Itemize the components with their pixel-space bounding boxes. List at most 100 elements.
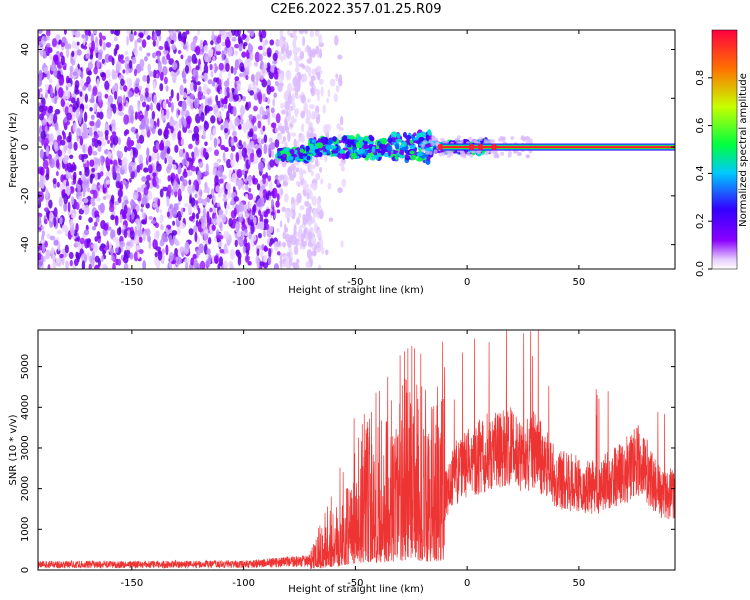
spectrogram-cell <box>310 236 317 245</box>
spectrogram-cell <box>302 153 308 157</box>
spectrogram-cell <box>204 171 210 176</box>
spectrogram-cell <box>94 102 99 109</box>
spectrogram-cell <box>303 102 308 113</box>
spectrogram-cell <box>123 228 128 239</box>
spectrogram-cell <box>267 256 272 266</box>
spectrogram-cell <box>289 60 293 66</box>
spectrogram-cell <box>204 121 209 130</box>
spectrogram-cell <box>207 236 212 245</box>
spectrogram-cell <box>298 225 303 231</box>
spectrogram-cell <box>104 80 110 91</box>
spectrogram-cell <box>161 109 164 117</box>
spectrogram-cell <box>131 56 137 64</box>
spectrogram-cell <box>212 127 217 137</box>
spectrogram-cell <box>252 125 258 132</box>
spectrogram-cell <box>49 53 53 61</box>
spectrogram-cell <box>211 30 215 40</box>
snr-series-line <box>38 330 675 570</box>
spectrogram-cell <box>273 92 277 98</box>
spectrogram-cell <box>415 140 422 145</box>
spectrogram-cell <box>192 36 198 44</box>
spectrogram-cell <box>296 217 300 225</box>
spectrogram-cell <box>130 126 137 133</box>
spectrogram-cell <box>311 110 315 120</box>
spectrogram-cell <box>44 125 48 135</box>
spectrogram-cell <box>315 45 320 55</box>
spectrogram-cell <box>340 240 344 248</box>
x-tick-label: -50 <box>347 277 363 288</box>
spectrogram-cell <box>204 141 208 146</box>
spectrogram-cell <box>284 227 289 233</box>
spectrogram-cell <box>196 204 200 211</box>
spectrogram-cell <box>167 163 173 170</box>
spectrogram-cell <box>152 81 156 91</box>
spectrogram-cell <box>184 241 189 250</box>
spectrogram-cell <box>279 30 284 38</box>
spectrogram-cell <box>39 166 45 176</box>
spectrogram-cell <box>193 125 199 135</box>
spectrogram-cell <box>223 120 229 131</box>
spectrogram-cell <box>233 67 237 76</box>
spectrogram-cell <box>38 105 44 113</box>
spectrogram-cell <box>311 68 317 75</box>
spectrogram-cell <box>277 147 283 152</box>
spectrogram-cell <box>207 186 210 195</box>
spectrogram-cell <box>132 147 139 158</box>
spectrogram-cell <box>295 59 300 69</box>
colorbar-label: Normalized spectral amplitude <box>738 73 749 227</box>
spectrogram-cell <box>288 234 293 243</box>
spectrogram-cell <box>60 42 65 47</box>
spectrogram-cell <box>249 214 254 220</box>
spectrogram-cell <box>438 152 443 157</box>
spectrogram-cell <box>158 45 164 51</box>
spectrogram-cell <box>257 232 263 239</box>
spectrogram-cell <box>262 125 266 132</box>
spectrogram-cell <box>167 155 174 165</box>
spectrogram-cell <box>97 95 102 103</box>
spectrogram-cell <box>526 154 531 159</box>
spectrogram-cell <box>418 136 425 142</box>
spectrogram-cell <box>59 217 63 225</box>
spectrogram-cell <box>45 88 48 100</box>
spectrogram-cell <box>70 97 76 104</box>
spectrogram-cell <box>305 233 308 244</box>
spectrogram-cell <box>66 112 72 121</box>
spectrogram-cell <box>198 189 203 196</box>
spectrogram-cell <box>187 89 191 95</box>
spectrogram-cell <box>56 229 63 235</box>
spectrogram-cell <box>286 116 290 122</box>
spectrogram-cell <box>131 211 135 220</box>
spectrogram-cell <box>221 42 226 47</box>
spectrogram-cell <box>203 232 208 241</box>
spectrogram-cell <box>63 30 67 35</box>
spectrogram-cell <box>144 56 148 62</box>
spectrogram-cell <box>239 212 242 218</box>
spectrogram-cell <box>65 260 69 269</box>
spectrogram-cell <box>271 188 275 199</box>
spectrogram-cell <box>234 59 240 70</box>
spectrogram-cell <box>245 66 250 73</box>
spectrogram-cell <box>222 197 228 202</box>
spectrogram-cell <box>346 141 354 145</box>
spectrogram-cell <box>150 219 157 225</box>
spectrogram-cell <box>64 244 69 254</box>
spectrogram-cell <box>69 65 74 72</box>
spectrogram-cell <box>306 146 310 152</box>
spectrogram-cell <box>102 263 108 269</box>
spectrogram-cell <box>97 52 103 61</box>
spectrogram-cell <box>234 43 240 49</box>
spectrogram-cell <box>63 193 69 205</box>
spectrogram-cell <box>229 248 236 260</box>
x-tick-label: -100 <box>232 277 255 288</box>
spectrogram-cell <box>249 122 252 129</box>
spectrogram-cell <box>205 258 211 268</box>
spectrogram-cell <box>315 157 319 167</box>
spectrogram-cell <box>212 167 217 176</box>
spectrogram-cell <box>454 137 459 142</box>
spectrogram-cell <box>143 167 149 173</box>
spectrogram-cell <box>66 162 73 173</box>
spectrogram-cell <box>66 82 72 88</box>
spectrogram-cell <box>155 50 162 57</box>
spectrogram-cell <box>126 84 131 91</box>
spectrogram-cell <box>47 108 53 114</box>
